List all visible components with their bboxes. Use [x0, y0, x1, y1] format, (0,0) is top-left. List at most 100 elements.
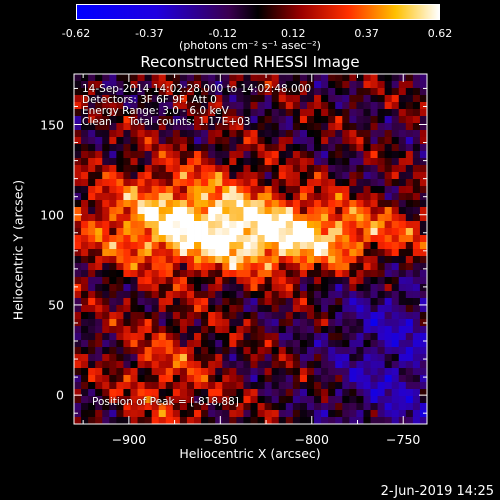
heatmap-cell: [356, 102, 364, 110]
heatmap-cell: [335, 284, 343, 292]
heatmap-cell: [299, 263, 308, 271]
heatmap-cell: [250, 95, 258, 103]
heatmap-cell: [130, 256, 138, 264]
heatmap-cell: [285, 333, 294, 341]
heatmap-cell: [391, 214, 400, 222]
heatmap-cell: [74, 186, 82, 194]
heatmap-cell: [377, 109, 386, 117]
heatmap-cell: [123, 88, 131, 96]
heatmap-cell: [215, 396, 223, 404]
heatmap-cell: [151, 144, 160, 152]
heatmap-cell: [81, 81, 89, 89]
heatmap-cell: [391, 158, 400, 166]
heatmap-cell: [74, 81, 82, 89]
heatmap-cell: [130, 228, 138, 236]
heatmap-cell: [285, 81, 294, 89]
heatmap-cell: [243, 95, 251, 103]
heatmap-cell: [250, 151, 258, 159]
heatmap-cell: [123, 354, 131, 362]
heatmap-cell: [116, 102, 124, 110]
heatmap-cell: [370, 403, 378, 411]
heatmap-cell: [278, 312, 287, 320]
heatmap-cell: [95, 410, 103, 418]
heatmap-cell: [335, 179, 343, 187]
heatmap-cell: [172, 389, 181, 397]
heatmap-cell: [130, 165, 138, 173]
heatmap-cell: [257, 417, 266, 424]
heatmap-cell: [236, 382, 244, 390]
heatmap-cell: [370, 340, 378, 348]
heatmap-cell: [384, 123, 393, 131]
heatmap-cell: [130, 207, 138, 215]
heatmap-cell: [88, 116, 96, 124]
heatmap-cell: [137, 340, 145, 348]
heatmap-cell: [236, 242, 244, 250]
heatmap-cell: [222, 382, 230, 390]
heatmap-cell: [116, 193, 124, 201]
heatmap-cell: [116, 319, 124, 327]
heatmap-cell: [229, 263, 237, 271]
heatmap-cell: [412, 375, 421, 383]
heatmap-cell: [74, 102, 82, 110]
heatmap-cell: [250, 207, 258, 215]
heatmap-cell: [321, 200, 329, 208]
heatmap-cell: [419, 102, 427, 110]
heatmap-cell: [144, 137, 153, 145]
heatmap-cell: [342, 361, 350, 369]
heatmap-cell: [172, 382, 181, 390]
heatmap-cell: [398, 193, 407, 201]
heatmap-cell: [88, 242, 96, 250]
heatmap-cell: [116, 242, 124, 250]
heatmap-cell: [201, 186, 209, 194]
heatmap-cell: [412, 200, 421, 208]
heatmap-cell: [342, 298, 350, 306]
heatmap-cell: [222, 172, 230, 180]
heatmap-cell: [229, 305, 237, 313]
heatmap-cell: [95, 375, 103, 383]
heatmap-cell: [194, 284, 202, 292]
heatmap-cell: [137, 277, 145, 285]
heatmap-cell: [109, 123, 117, 131]
heatmap-cell: [321, 123, 329, 131]
heatmap-cell: [74, 382, 82, 390]
heatmap-cell: [292, 186, 301, 194]
heatmap-cell: [81, 207, 89, 215]
heatmap-cell: [165, 270, 174, 278]
heatmap-cell: [137, 361, 145, 369]
heatmap-cell: [285, 298, 294, 306]
heatmap-cell: [109, 249, 117, 257]
heatmap-cell: [285, 382, 294, 390]
heatmap-cell: [236, 130, 244, 138]
heatmap-cell: [123, 417, 131, 424]
heatmap-cell: [151, 340, 160, 348]
heatmap-cell: [208, 354, 216, 362]
heatmap-cell: [349, 116, 357, 124]
heatmap-cell: [172, 396, 181, 404]
heatmap-cell: [116, 235, 124, 243]
heatmap-cell: [363, 277, 371, 285]
heatmap-cell: [250, 368, 258, 376]
heatmap-cell: [186, 305, 195, 313]
heatmap-cell: [285, 74, 294, 82]
heatmap-cell: [81, 326, 89, 334]
heatmap-cell: [257, 347, 266, 355]
heatmap-cell: [194, 151, 202, 159]
heatmap-cell: [158, 347, 167, 355]
heatmap-cell: [412, 312, 421, 320]
heatmap-cell: [257, 312, 266, 320]
heatmap-cell: [222, 354, 230, 362]
heatmap-cell: [194, 312, 202, 320]
heatmap-cell: [314, 249, 322, 257]
heatmap-cell: [243, 74, 251, 82]
heatmap-cell: [116, 277, 124, 285]
heatmap-cell: [328, 214, 336, 222]
heatmap-cell: [236, 354, 244, 362]
heatmap-cell: [243, 179, 251, 187]
heatmap-cell: [264, 95, 273, 103]
heatmap-cell: [257, 207, 266, 215]
heatmap-cell: [349, 172, 357, 180]
heatmap-cell: [186, 291, 195, 299]
heatmap-cell: [222, 228, 230, 236]
heatmap-cell: [116, 382, 124, 390]
heatmap-cell: [109, 221, 117, 229]
